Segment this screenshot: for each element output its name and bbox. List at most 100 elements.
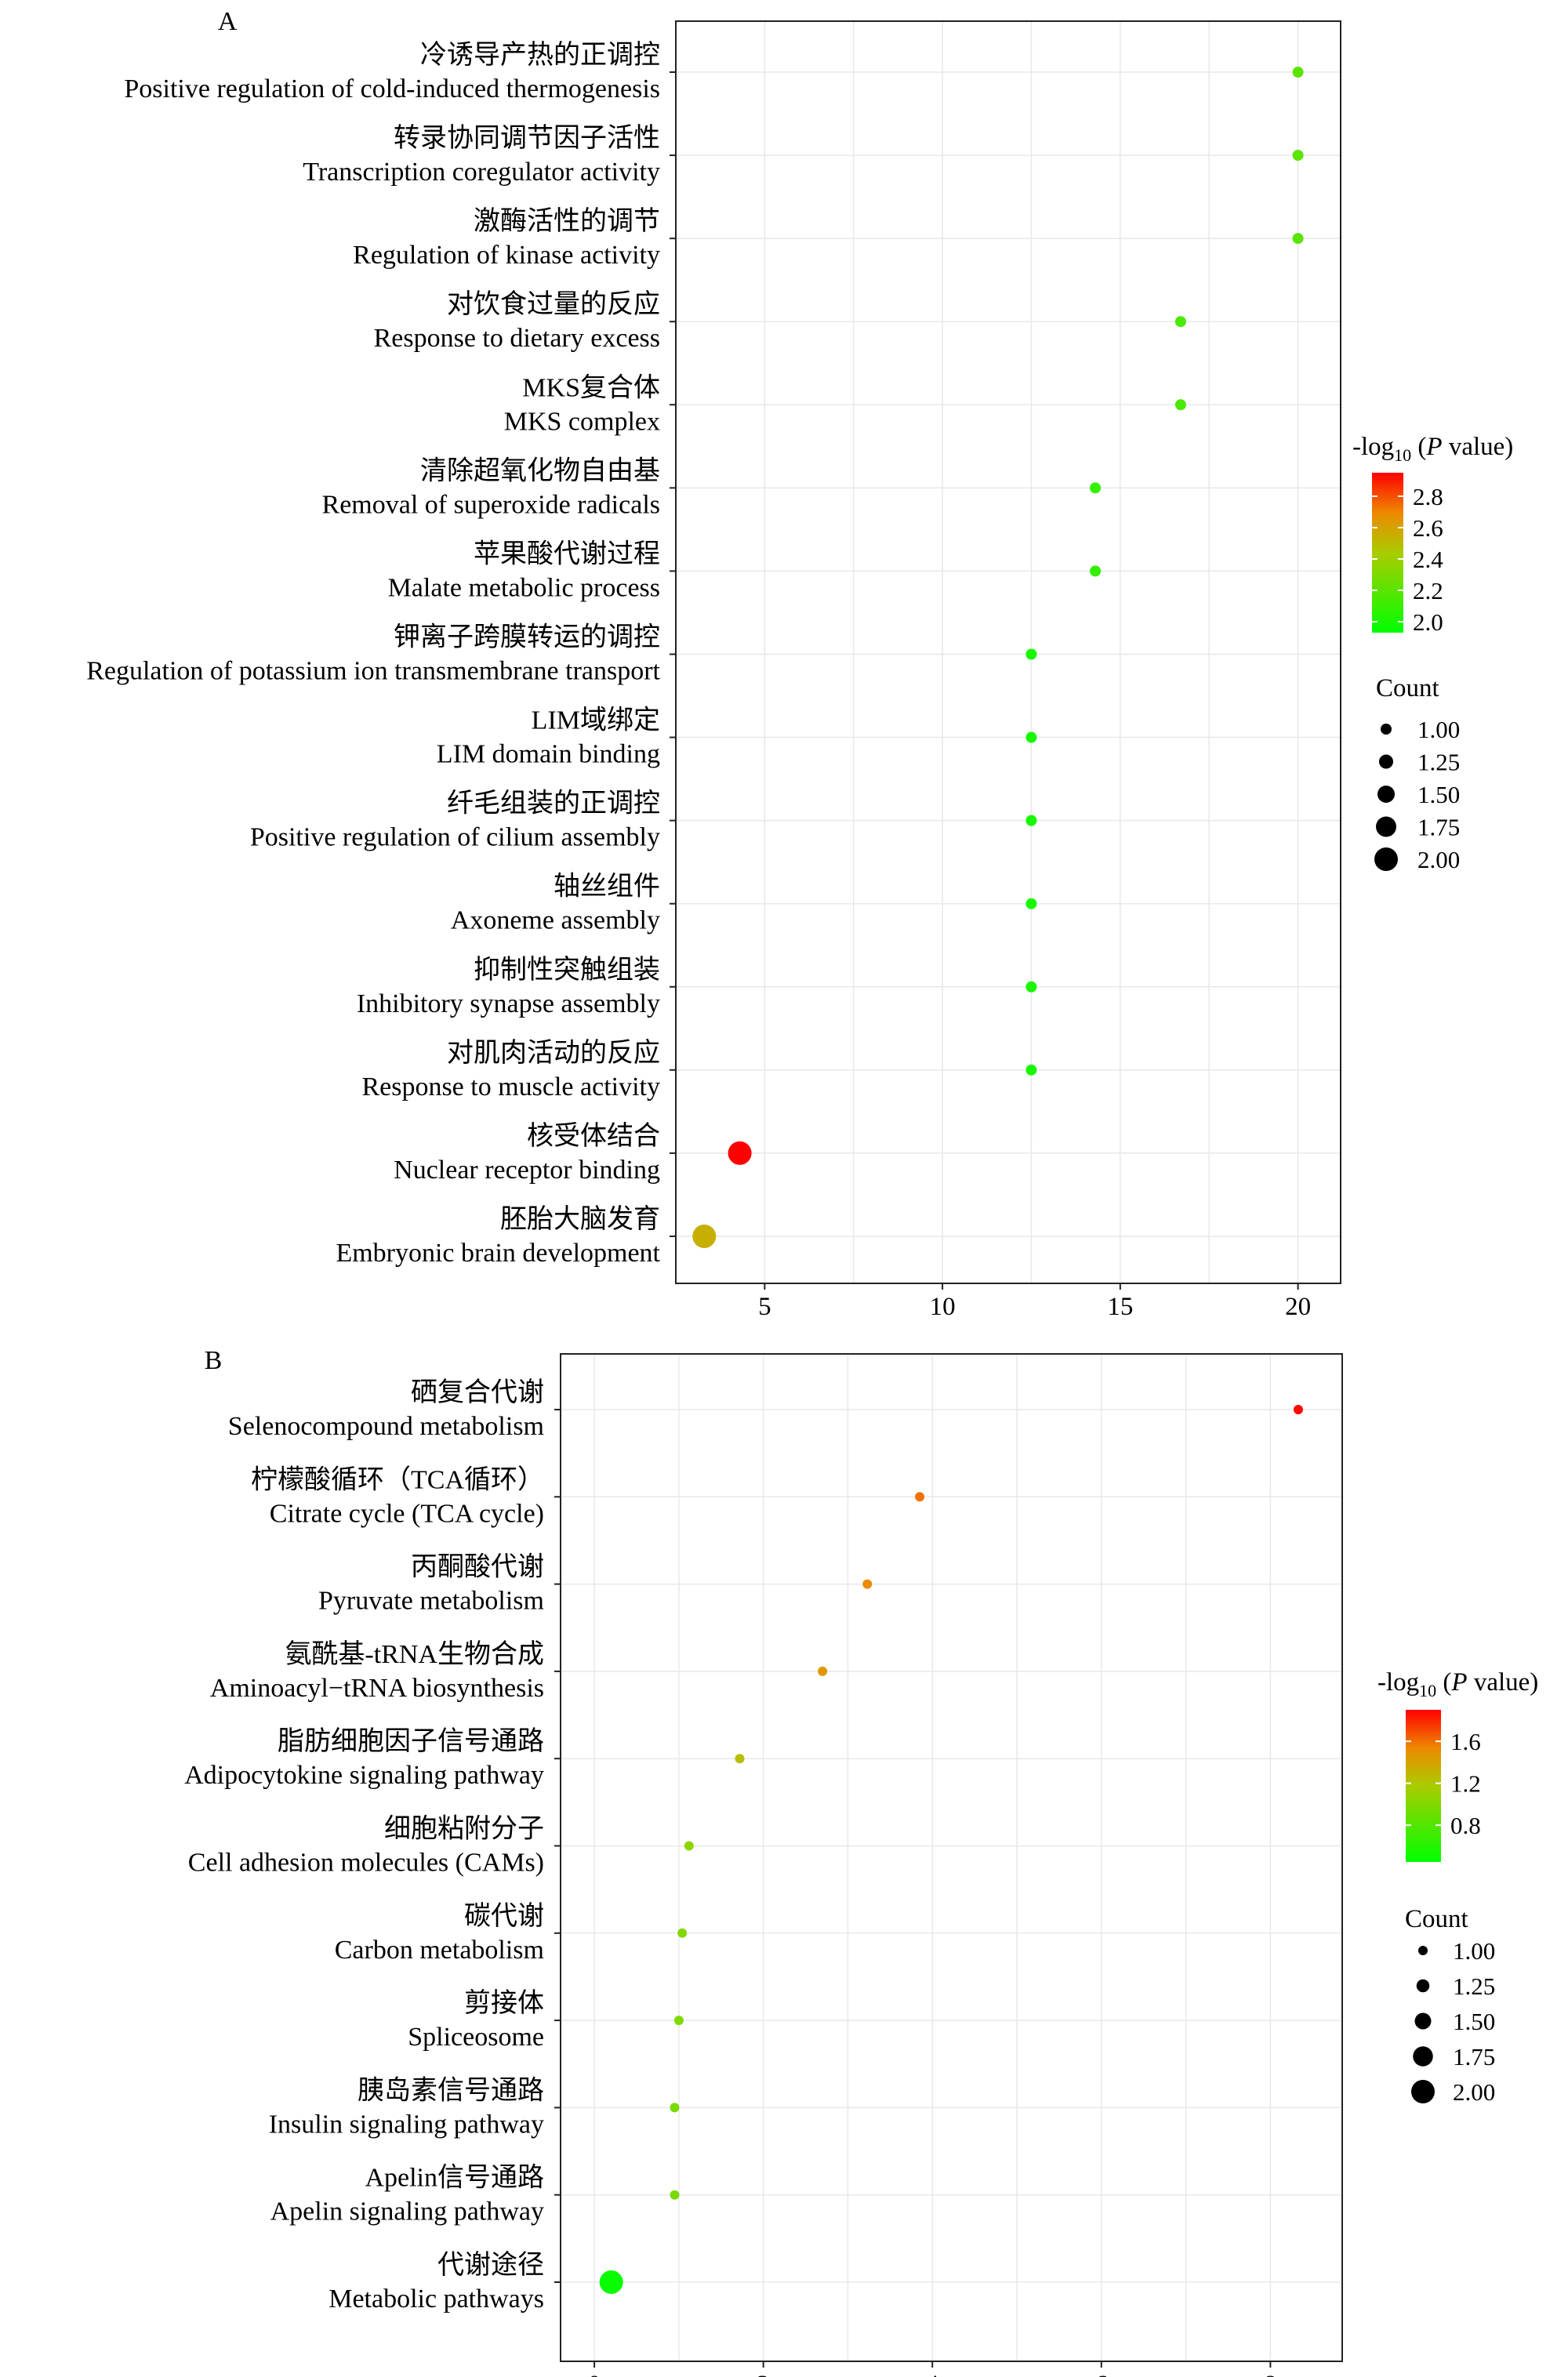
term-label-en: Response to muscle activity <box>361 1072 660 1101</box>
x-tick-label: 2 <box>757 2371 770 2377</box>
term-label-zh: 轴丝组件 <box>554 872 660 902</box>
data-point <box>735 1754 745 1764</box>
color-legend-label: 2.4 <box>1413 546 1443 573</box>
term-label-zh: 胚胎大脑发育 <box>500 1204 660 1234</box>
term-label-en: Response to dietary excess <box>374 324 660 353</box>
x-axis: 0 2 4 6 8 <box>588 2361 1277 2377</box>
plot-border <box>560 1353 1343 2362</box>
term-label-en: Positive regulation of cilium assembly <box>250 823 660 852</box>
term-label-zh: 激酶活性的调节 <box>474 206 660 236</box>
size-legend-title: Count <box>1405 1905 1468 1933</box>
term-label-zh: LIM域绑定 <box>532 706 660 735</box>
color-legend-title: -log10 (P value) <box>1352 433 1513 465</box>
term-label-zh: 苹果酸代谢过程 <box>474 539 660 568</box>
data-point <box>684 1841 694 1851</box>
term-label-en: Aminoacyl−tRNA biosynthesis <box>210 1674 544 1703</box>
size-legend-dot <box>1413 2046 1433 2067</box>
size-legend-dot <box>1418 1946 1428 1955</box>
color-legend-label: 1.6 <box>1450 1728 1481 1755</box>
term-label-zh: 核受体结合 <box>527 1121 660 1151</box>
x-tick-label: 5 <box>758 1293 771 1321</box>
data-point <box>670 2190 680 2200</box>
data-point <box>1025 981 1037 993</box>
size-legend-dot <box>1374 847 1398 871</box>
size-legend-dot <box>1416 1979 1430 1993</box>
color-legend: -log10 (P value) 2.0 2.2 2.4 2.6 2.8 <box>1352 433 1513 636</box>
x-tick-label: 8 <box>1264 2371 1277 2377</box>
size-legend: Count 1.00 1.25 1.50 1.75 2.00 <box>1405 1905 1495 2106</box>
size-legend-dot <box>1379 754 1393 769</box>
term-label-zh: 脂肪细胞因子信号通路 <box>278 1726 544 1756</box>
data-point <box>673 2016 684 2026</box>
term-label-zh: 胰岛素信号通路 <box>358 2075 544 2105</box>
x-axis: 5 10 15 20 <box>758 1283 1311 1321</box>
term-label-en: Nuclear receptor binding <box>394 1156 660 1185</box>
term-label-zh: 碳代谢 <box>464 1901 544 1931</box>
term-label-zh: 硒复合代谢 <box>411 1377 544 1407</box>
data-point <box>1292 67 1304 78</box>
size-legend-title: Count <box>1376 674 1439 702</box>
x-tick-label: 0 <box>588 2371 601 2377</box>
panel-b: B 硒复合代谢 Selenocompound metabolism 柠檬酸循环（TCA… <box>184 1346 1538 2377</box>
data-point <box>1090 482 1102 494</box>
term-label-en: Spliceosome <box>408 2023 544 2052</box>
term-label-zh: Apelin信号通路 <box>365 2163 544 2193</box>
data-point <box>670 2103 680 2113</box>
size-legend-dot <box>1376 816 1396 837</box>
size-legend-label: 2.00 <box>1417 846 1460 873</box>
term-label-zh: 对饮食过量的反应 <box>447 289 660 319</box>
term-label-zh: 转录协同调节因子活性 <box>394 123 660 153</box>
data-point <box>1292 233 1304 245</box>
term-label-en: MKS complex <box>504 407 660 436</box>
term-label-zh: 细胞粘附分子 <box>384 1814 544 1844</box>
data-point <box>1025 648 1037 660</box>
term-label-zh: MKS复合体 <box>522 372 660 402</box>
data-points <box>692 67 1304 1248</box>
term-label-en: Transcription coregulator activity <box>303 158 660 187</box>
term-label-zh: 清除超氧化物自由基 <box>420 455 660 485</box>
size-legend-label: 1.75 <box>1417 814 1460 841</box>
term-label-zh: 代谢途径 <box>437 2250 544 2280</box>
size-legend-dot <box>1411 2080 1435 2103</box>
data-point <box>1025 1064 1037 1076</box>
size-legend-label: 1.00 <box>1453 1937 1495 1965</box>
color-legend-label: 1.2 <box>1450 1770 1481 1798</box>
size-legend: Count 1.00 1.25 1.50 1.75 2.00 <box>1374 674 1460 873</box>
color-legend-label: 0.8 <box>1450 1812 1481 1839</box>
term-label-en: Citrate cycle (TCA cycle) <box>270 1499 544 1528</box>
term-label-en: Axoneme assembly <box>451 906 660 935</box>
data-point <box>1292 150 1304 161</box>
data-points <box>599 1405 1303 2294</box>
term-label-zh: 丙酮酸代谢 <box>411 1552 544 1582</box>
plot-border <box>675 20 1341 1284</box>
panel-a: A 冷诱导产热的正调控 Positive regulation of cold-in… <box>86 7 1513 1321</box>
term-label-zh: 剪接体 <box>464 1988 544 2018</box>
size-legend-label: 1.25 <box>1417 749 1460 776</box>
size-legend-label: 2.00 <box>1453 2078 1495 2106</box>
size-legend-dot <box>1414 2012 1432 2030</box>
data-point <box>1174 316 1186 328</box>
x-tick-label: 6 <box>1095 2371 1109 2377</box>
size-legend-label: 1.50 <box>1453 2008 1495 2035</box>
term-label-zh: 氨酰基-tRNA生物合成 <box>285 1639 544 1669</box>
data-point <box>677 1928 688 1938</box>
term-label-en: Embryonic brain development <box>336 1239 660 1268</box>
panel-b-letter: B <box>205 1346 223 1375</box>
panel-a-letter: A <box>218 7 238 36</box>
color-legend-label: 2.6 <box>1413 514 1443 542</box>
data-point <box>599 2270 623 2294</box>
color-legend: -log10 (P value) 0.8 1.2 1.6 <box>1377 1668 1538 1862</box>
x-tick-label: 10 <box>930 1293 956 1321</box>
grid <box>675 21 1341 1283</box>
color-bar <box>1372 473 1403 633</box>
x-tick-label: 20 <box>1285 1293 1311 1321</box>
term-label-zh: 纤毛组装的正调控 <box>447 789 660 818</box>
grid <box>561 1354 1342 2361</box>
term-label-en: Apelin signaling pathway <box>270 2197 544 2226</box>
data-point <box>1025 815 1037 826</box>
data-point <box>818 1666 828 1676</box>
term-label-zh: 对肌肉活动的反应 <box>447 1038 660 1068</box>
data-point <box>1025 731 1037 743</box>
term-label-zh: 抑制性突触组装 <box>474 955 660 985</box>
